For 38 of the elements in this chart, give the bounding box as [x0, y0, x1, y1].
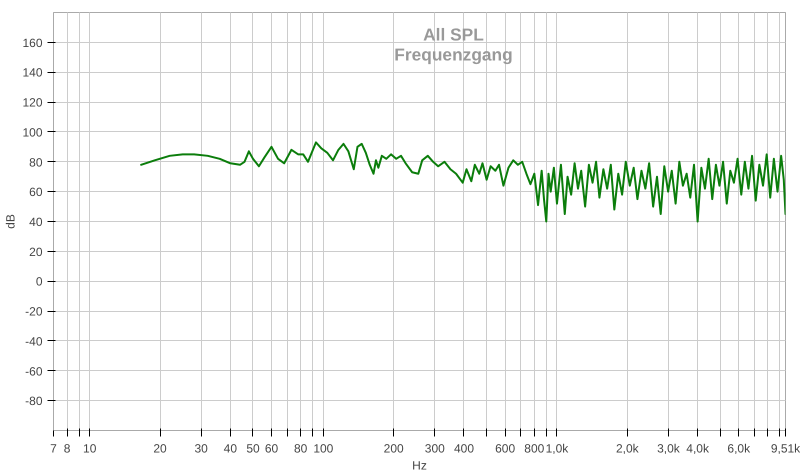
y-tick-label: 0 — [36, 274, 43, 289]
x-tick-label: 400 — [454, 442, 474, 456]
text: Frequenzgang — [394, 44, 513, 64]
y-tick-label: -60 — [25, 364, 43, 378]
x-tick-label: 200 — [384, 442, 404, 456]
x-tick-label: 300 — [424, 442, 446, 456]
x-axis-title: Hz — [412, 458, 427, 472]
x-tick-label: 10 — [83, 442, 97, 456]
x-tick-label: 100 — [313, 442, 334, 456]
y-tick-label: 100 — [22, 125, 43, 140]
x-tick-label: 2,0k — [616, 442, 640, 456]
x-tick-label: 60 — [264, 442, 278, 456]
x-tick-label: 8 — [64, 442, 71, 456]
x-tick-label: 1,0k — [546, 442, 570, 456]
x-tick-label: 80 — [294, 442, 308, 456]
y-tick-label: 160 — [22, 36, 43, 50]
text: All SPL — [423, 24, 484, 44]
x-tick-label: 6,0k — [727, 442, 752, 456]
y-tick-label: 40 — [29, 215, 43, 229]
x-tick-label: 30 — [194, 442, 208, 456]
y-tick-label: 120 — [22, 96, 43, 110]
x-tick-label: 20 — [153, 442, 168, 456]
y-tick-label: 80 — [29, 155, 43, 170]
x-tick-label: 40 — [224, 442, 238, 456]
y-tick-label: 20 — [29, 244, 43, 259]
y-tick-label: -80 — [25, 394, 43, 408]
x-tick-label: 4,0k — [686, 442, 710, 456]
y-tick-label: 140 — [22, 66, 43, 80]
y-tick-label: -40 — [25, 334, 43, 348]
y-axis-title: dB — [3, 214, 18, 229]
x-tick-label: 600 — [495, 442, 516, 456]
x-tick-label: 50 — [246, 442, 260, 456]
y-tick-label: 60 — [29, 185, 43, 200]
x-tick-label: 800 — [524, 442, 545, 456]
y-tick-label: -20 — [25, 304, 43, 319]
x-tick-label: 9,51k — [770, 442, 800, 456]
x-tick-label: 7 — [50, 442, 58, 456]
x-tick-label: 3,0k — [657, 442, 681, 456]
